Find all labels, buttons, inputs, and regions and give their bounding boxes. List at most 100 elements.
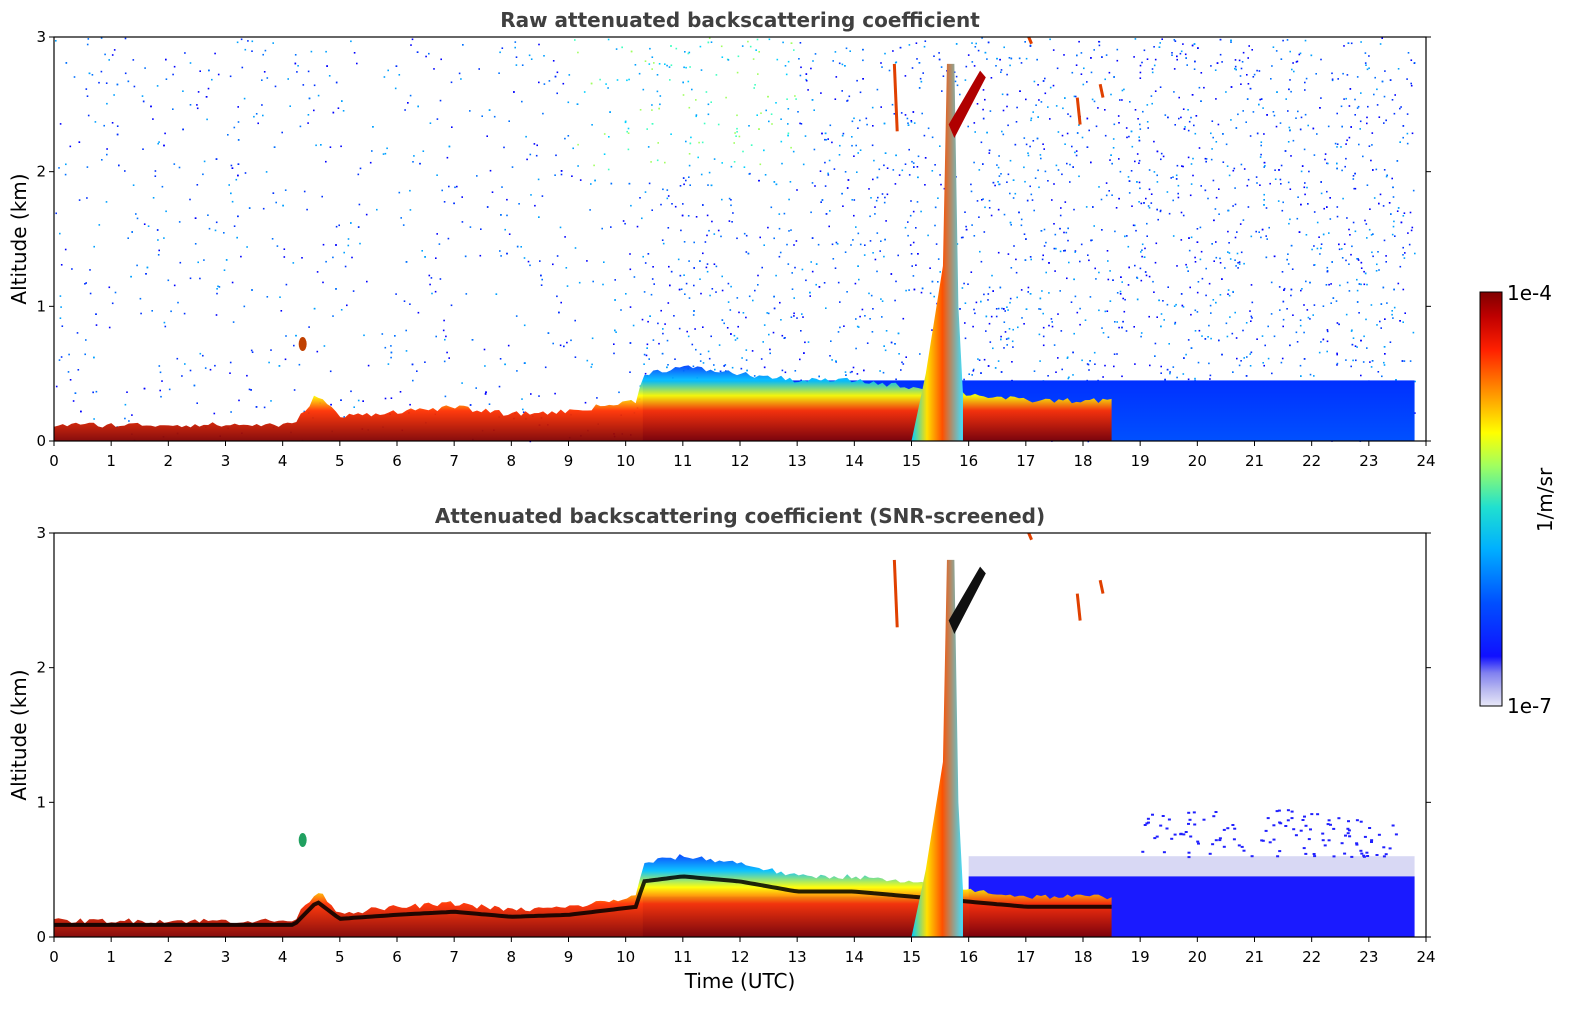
noise-pixel	[274, 85, 277, 88]
noise-pixel	[270, 400, 272, 402]
noise-pixel	[725, 96, 727, 99]
noise-pixel	[1279, 309, 1281, 311]
noise-pixel	[687, 335, 690, 338]
noise-pixel	[628, 78, 630, 81]
noise-pixel	[644, 372, 647, 375]
noise-pixel	[976, 103, 979, 105]
noise-pixel	[833, 168, 836, 170]
noise-pixel	[662, 328, 664, 330]
x-tick-label: 19	[1131, 948, 1150, 966]
noise-pixel	[207, 87, 210, 90]
noise-pixel	[862, 59, 864, 62]
noise-pixel	[1290, 90, 1292, 93]
noise-pixel	[891, 103, 894, 106]
noise-pixel	[1235, 265, 1237, 267]
noise-pixel	[1136, 181, 1138, 183]
noise-pixel	[1072, 374, 1074, 376]
noise-pixel	[940, 66, 943, 68]
noise-pixel	[861, 308, 864, 311]
noise-pixel	[692, 365, 695, 368]
noise-pixel	[1040, 230, 1043, 232]
noise-pixel	[124, 37, 127, 40]
noise-pixel	[1007, 253, 1010, 255]
noise-pixel	[537, 178, 540, 181]
elevated-feature	[892, 63, 899, 132]
noise-pixel	[108, 286, 111, 289]
noise-pixel	[1357, 259, 1360, 261]
noise-pixel	[241, 66, 244, 69]
noise-pixel	[783, 212, 786, 215]
noise-pixel	[1182, 43, 1184, 45]
noise-pixel	[1128, 180, 1131, 182]
noise-pixel	[272, 42, 274, 44]
noise-pixel	[215, 158, 218, 160]
noise-pixel	[1263, 364, 1265, 367]
noise-pixel	[208, 227, 211, 230]
noise-pixel	[1243, 168, 1246, 170]
noise-pixel	[1194, 132, 1197, 135]
noise-pixel	[1154, 261, 1157, 264]
noise-pixel	[1319, 253, 1321, 255]
noise-pixel	[1288, 126, 1291, 129]
noise-pixel	[1252, 111, 1255, 113]
noise-pixel	[821, 199, 824, 201]
noise-pixel	[673, 315, 675, 317]
x-tick-label: 12	[730, 948, 749, 966]
noise-pixel	[1243, 357, 1245, 359]
noise-pixel	[261, 104, 263, 106]
noise-pixel	[446, 351, 448, 354]
noise-pixel	[189, 369, 192, 372]
noise-pixel	[1076, 54, 1078, 57]
noise-pixel	[912, 275, 915, 277]
noise-pixel	[230, 164, 233, 167]
noise-pixel	[1229, 316, 1231, 318]
noise-pixel	[340, 309, 343, 311]
noise-pixel	[634, 64, 637, 66]
noise-pixel	[1180, 50, 1183, 53]
noise-pixel	[1281, 357, 1284, 360]
noise-pixel	[1119, 293, 1122, 295]
noise-pixel	[755, 49, 757, 51]
noise-pixel	[997, 208, 1000, 211]
noise-pixel	[1265, 256, 1268, 259]
noise-pixel	[1195, 115, 1198, 117]
noise-pixel	[127, 237, 129, 239]
noise-pixel	[1294, 834, 1298, 837]
noise-pixel	[1368, 67, 1370, 69]
noise-pixel	[586, 260, 588, 262]
noise-pixel	[1234, 65, 1237, 68]
noise-pixel	[1378, 116, 1381, 118]
noise-pixel	[1038, 333, 1041, 336]
noise-pixel	[862, 78, 864, 80]
noise-pixel	[1101, 327, 1103, 329]
noise-pixel	[1232, 205, 1234, 207]
noise-pixel	[197, 91, 200, 93]
noise-pixel	[1289, 129, 1291, 131]
noise-pixel	[335, 225, 338, 228]
noise-pixel	[1301, 288, 1303, 290]
noise-pixel	[1189, 194, 1192, 197]
noise-pixel	[194, 217, 197, 219]
noise-pixel	[1039, 297, 1042, 300]
noise-pixel	[1184, 53, 1187, 56]
noise-pixel	[906, 117, 909, 120]
noise-pixel	[566, 285, 569, 287]
noise-pixel	[988, 152, 991, 154]
noise-pixel	[849, 50, 851, 52]
noise-pixel	[1291, 268, 1294, 270]
noise-pixel	[858, 278, 860, 281]
noise-pixel	[1278, 821, 1282, 824]
plume-branch	[948, 566, 986, 634]
noise-pixel	[1307, 316, 1310, 319]
noise-pixel	[780, 319, 782, 321]
noise-pixel	[1133, 56, 1135, 58]
noise-pixel	[287, 78, 289, 80]
noise-pixel	[218, 286, 221, 288]
noise-pixel	[87, 114, 90, 117]
noise-pixel	[498, 72, 500, 74]
noise-pixel	[864, 244, 866, 246]
noise-pixel	[1194, 60, 1196, 63]
noise-pixel	[1282, 325, 1284, 328]
noise-pixel	[1174, 40, 1177, 42]
noise-pixel	[756, 114, 758, 116]
